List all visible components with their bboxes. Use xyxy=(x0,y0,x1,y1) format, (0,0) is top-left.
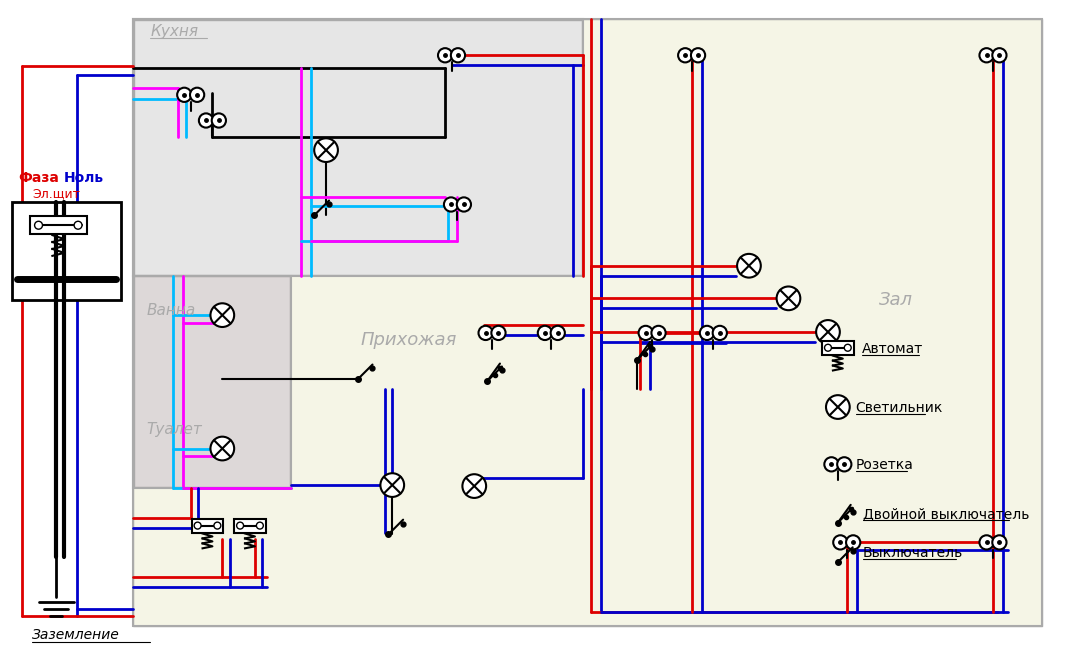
Circle shape xyxy=(992,48,1007,63)
Circle shape xyxy=(236,522,244,529)
Circle shape xyxy=(837,457,851,471)
Bar xyxy=(234,518,266,532)
Circle shape xyxy=(190,88,204,102)
Circle shape xyxy=(979,535,994,550)
Circle shape xyxy=(824,344,832,351)
Circle shape xyxy=(211,303,234,327)
Circle shape xyxy=(638,326,653,340)
Bar xyxy=(12,202,121,300)
Polygon shape xyxy=(135,276,291,487)
Circle shape xyxy=(538,326,552,340)
Circle shape xyxy=(381,473,404,497)
Circle shape xyxy=(314,138,338,162)
Circle shape xyxy=(700,326,714,340)
Text: Двойной выключатель: Двойной выключатель xyxy=(863,507,1029,520)
Circle shape xyxy=(456,197,471,212)
Text: Светильник: Светильник xyxy=(855,401,943,415)
Circle shape xyxy=(492,326,506,340)
Circle shape xyxy=(845,344,851,351)
Circle shape xyxy=(34,221,43,229)
Text: Туалет: Туалет xyxy=(146,422,202,437)
Bar xyxy=(30,216,87,234)
Circle shape xyxy=(463,474,486,498)
Circle shape xyxy=(195,522,201,529)
Polygon shape xyxy=(134,19,1042,626)
Bar xyxy=(822,341,854,355)
Circle shape xyxy=(438,48,452,63)
Circle shape xyxy=(678,48,693,63)
Text: Ванна: Ванна xyxy=(146,303,196,318)
Polygon shape xyxy=(135,20,582,275)
Text: Зал: Зал xyxy=(880,291,913,310)
Circle shape xyxy=(451,48,465,63)
Circle shape xyxy=(211,437,234,460)
Circle shape xyxy=(74,221,82,229)
Circle shape xyxy=(479,326,493,340)
Circle shape xyxy=(846,535,861,550)
Text: Розетка: Розетка xyxy=(855,458,914,472)
Text: Заземление: Заземление xyxy=(32,628,120,642)
Circle shape xyxy=(444,197,459,212)
Circle shape xyxy=(257,522,263,529)
Text: Автомат: Автомат xyxy=(862,342,923,356)
Circle shape xyxy=(776,287,801,310)
Circle shape xyxy=(199,114,213,127)
Text: Эл.щит: Эл.щит xyxy=(33,187,80,200)
Circle shape xyxy=(824,457,838,471)
Circle shape xyxy=(979,48,994,63)
Circle shape xyxy=(214,522,221,529)
Circle shape xyxy=(713,326,727,340)
Text: Выключатель: Выключатель xyxy=(863,546,963,560)
Circle shape xyxy=(816,320,840,343)
Circle shape xyxy=(826,395,850,419)
Circle shape xyxy=(833,535,848,550)
Text: Ноль: Ноль xyxy=(64,170,105,185)
Text: Кухня: Кухня xyxy=(150,24,198,39)
Text: Прихожая: Прихожая xyxy=(360,331,458,349)
Bar xyxy=(191,518,223,532)
Circle shape xyxy=(691,48,706,63)
Circle shape xyxy=(177,88,191,102)
Circle shape xyxy=(651,326,666,340)
Circle shape xyxy=(212,114,226,127)
Circle shape xyxy=(992,535,1007,550)
Circle shape xyxy=(738,254,761,278)
Text: Фаза: Фаза xyxy=(18,170,59,185)
Circle shape xyxy=(551,326,564,340)
